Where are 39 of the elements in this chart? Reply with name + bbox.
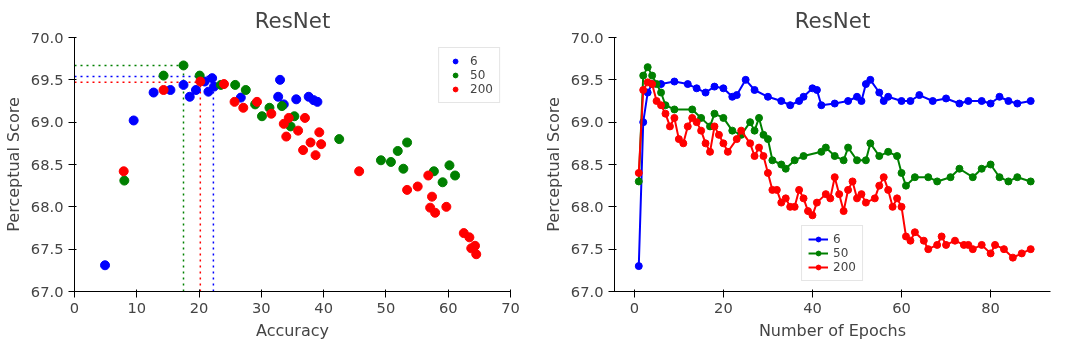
chart-title: ResNet — [794, 7, 871, 33]
y-tick-label: 69.5 — [570, 70, 604, 88]
legend-label: 6 — [833, 232, 842, 246]
y-tick-label: 70.0 — [570, 28, 604, 46]
legend-label: 50 — [833, 246, 850, 260]
x-tick-label: 60 — [892, 298, 911, 316]
x-axis-title: Accuracy — [255, 320, 330, 340]
legend-label: 200 — [833, 260, 856, 274]
y-tick-label: 68.0 — [30, 197, 64, 215]
x-tick-label: 50 — [376, 298, 396, 316]
y-tick-label: 67.0 — [30, 282, 64, 300]
x-tick-label: 0 — [629, 298, 639, 316]
y-axis-title: Perceptual Score — [543, 97, 563, 232]
legend-label: 6 — [470, 54, 479, 68]
y-axis-title: Perceptual Score — [3, 97, 23, 232]
x-tick-label: 80 — [981, 298, 1000, 316]
chart-title: ResNet — [254, 7, 331, 33]
x-tick-label: 10 — [127, 298, 147, 316]
y-tick-label: 68.5 — [30, 155, 64, 173]
x-tick-label: 70 — [501, 298, 520, 316]
x-tick-label: 30 — [252, 298, 271, 316]
x-axis-title: Number of Epochs — [758, 320, 907, 340]
y-tick-label: 67.5 — [570, 240, 604, 258]
x-tick-label: 40 — [803, 298, 822, 316]
y-tick-label: 70.0 — [30, 28, 64, 46]
y-tick-label: 69.5 — [30, 70, 64, 88]
legend-label: 200 — [470, 82, 493, 96]
x-tick-label: 60 — [438, 298, 458, 316]
y-tick-label: 69.0 — [570, 113, 604, 131]
y-tick-label: 68.5 — [570, 155, 604, 173]
x-tick-label: 0 — [69, 298, 80, 316]
x-tick-label: 20 — [189, 298, 209, 316]
x-tick-label: 20 — [714, 298, 733, 316]
y-tick-label: 68.0 — [570, 197, 604, 215]
y-tick-label: 69.0 — [30, 113, 64, 131]
legend-label: 50 — [470, 68, 487, 82]
y-tick-label: 67.0 — [570, 282, 604, 300]
y-tick-label: 67.5 — [30, 240, 64, 258]
x-tick-label: 40 — [314, 298, 333, 316]
